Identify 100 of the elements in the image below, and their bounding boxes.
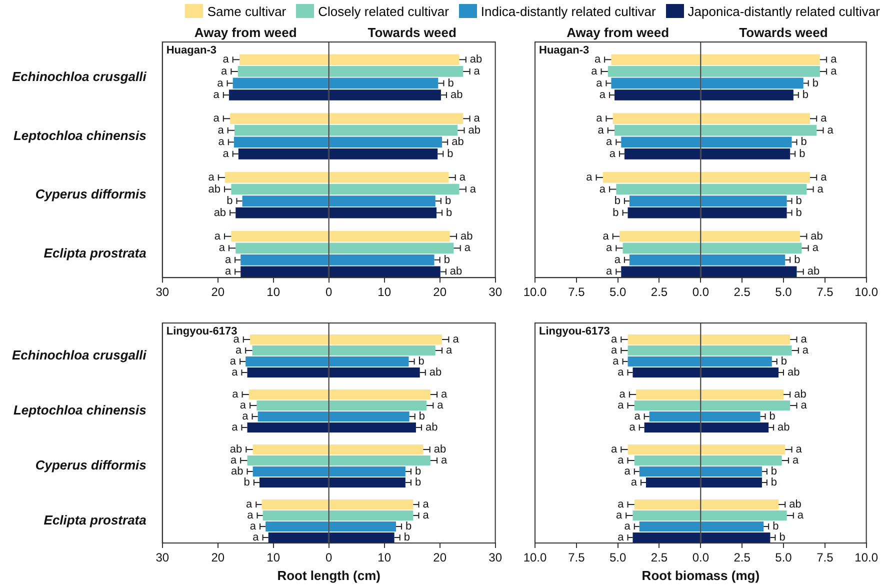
data-label: a	[224, 254, 232, 266]
data-label: a	[598, 124, 605, 136]
data-label: a	[602, 230, 610, 242]
data-label: a	[616, 510, 623, 522]
data-label: ab	[434, 444, 446, 456]
data-label: a	[213, 112, 220, 125]
data-label: a	[594, 54, 602, 66]
data-label: a	[452, 334, 460, 346]
x-tick-label: 30	[156, 550, 170, 565]
data-label: a	[624, 520, 632, 533]
x-tick-label: 10	[378, 285, 392, 300]
data-label: a	[614, 254, 622, 266]
x-tick-label: 2.5	[650, 550, 668, 565]
data-label: b	[780, 356, 787, 368]
x-tick-label: 10	[266, 550, 280, 565]
data-label: b	[612, 206, 619, 219]
data-label: a	[618, 366, 625, 379]
data-label: a	[230, 356, 237, 368]
data-label: a	[618, 454, 625, 467]
data-label: a	[612, 356, 620, 368]
data-label: ab	[230, 444, 242, 456]
x-tick-label: 20	[433, 285, 447, 300]
data-label: a	[812, 242, 820, 254]
data-label: a	[218, 242, 226, 254]
x-tick-label: 5.0	[775, 285, 792, 300]
data-label: a	[224, 266, 232, 278]
data-label: a	[817, 183, 824, 196]
x-tick-label: 20	[211, 285, 225, 300]
data-label: b	[418, 410, 425, 423]
x-tick-label: 7.5	[568, 550, 586, 565]
data-label: a	[250, 520, 257, 533]
data-label: a	[586, 172, 594, 184]
y-tick-label: Eclipta prostrata	[44, 512, 146, 528]
x-tick-label: 7.5	[816, 550, 834, 565]
data-label: a	[609, 148, 616, 160]
data-label: a	[232, 422, 239, 434]
chart-title: Huagan-3	[539, 44, 590, 57]
x-tick-label: 30	[488, 285, 502, 300]
data-label: a	[213, 89, 220, 102]
data-label: a	[470, 183, 477, 196]
data-label: ab	[426, 422, 438, 434]
data-label: a	[222, 148, 230, 160]
data-label: a	[217, 77, 224, 90]
y-tick-label: Echinochloa crusgalli	[12, 348, 147, 363]
data-label: a	[618, 498, 625, 511]
y-tick-label: Cyperus difformis	[35, 458, 146, 473]
data-label: b	[770, 466, 778, 478]
x-tick-label: 2.5	[650, 285, 668, 300]
data-label: ab	[807, 266, 820, 278]
data-label: a	[242, 410, 250, 423]
x-tick-label: 7.5	[568, 285, 586, 300]
chart-title: Huagan-3	[166, 44, 216, 57]
data-label: b	[769, 410, 776, 423]
data-label: b	[796, 195, 802, 208]
data-label: a	[422, 498, 430, 511]
data-label: a	[618, 532, 625, 544]
data-label: a	[474, 65, 481, 78]
data-label: a	[221, 65, 228, 78]
data-label: ab	[208, 183, 221, 196]
data-label: ab	[450, 89, 463, 102]
data-label: a	[796, 444, 803, 456]
data-label: ab	[794, 388, 806, 401]
data-label: a	[240, 400, 247, 412]
x-tick-label: 0.0	[692, 285, 710, 300]
data-label: ab	[231, 466, 244, 478]
data-label: b	[447, 148, 454, 160]
data-label: b	[406, 520, 412, 533]
x-tick-label: 20	[433, 550, 447, 565]
text: Away from weed	[566, 25, 670, 40]
data-label: a	[232, 388, 240, 401]
data-label: a	[422, 510, 430, 522]
x-tick-label: 10.0	[854, 285, 878, 300]
data-label: a	[235, 344, 242, 357]
data-label: a	[629, 422, 636, 434]
data-label: a	[634, 410, 642, 423]
data-label: b	[802, 89, 809, 102]
data-label: a	[800, 400, 808, 412]
data-label: b	[614, 195, 620, 208]
text: Towards weed	[739, 25, 828, 40]
data-label: a	[802, 344, 810, 357]
y-tick-label: Leptochloa chinensis	[13, 128, 146, 143]
data-label: b	[794, 254, 800, 266]
data-label: a	[464, 242, 472, 254]
x-tick-label: 2.5	[734, 550, 751, 565]
data-label: a	[246, 498, 254, 511]
data-label: b	[800, 136, 807, 148]
x-tick-label: 10.0	[854, 550, 878, 565]
y-tick-label: Leptochloa chinensis	[13, 402, 146, 418]
data-label: ab	[470, 54, 482, 66]
data-label: a	[591, 65, 598, 78]
x-axis-title: Root biomass (mg)	[642, 568, 760, 583]
data-label: a	[232, 366, 239, 379]
x-tick-label: 30	[156, 285, 170, 300]
data-label: ab	[810, 230, 823, 242]
data-label: b	[448, 77, 454, 90]
chart-title: Lingyou-6173	[539, 326, 610, 338]
data-label: a	[230, 454, 238, 467]
x-tick-label: 20	[211, 550, 225, 565]
data-label: a	[252, 532, 260, 544]
x-tick-label: 0.0	[692, 550, 710, 565]
